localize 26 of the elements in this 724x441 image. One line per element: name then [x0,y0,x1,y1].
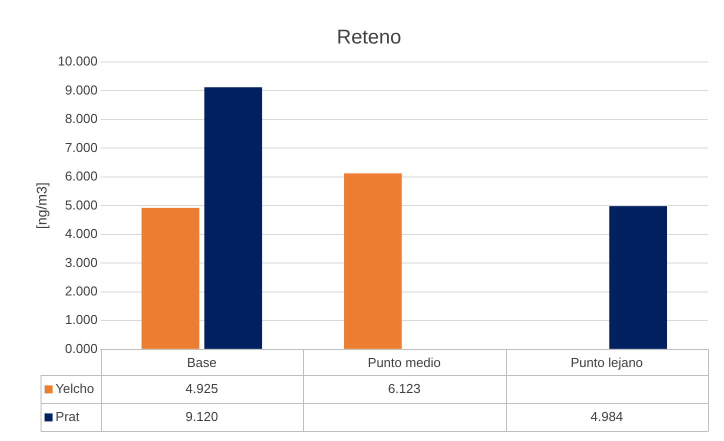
y-tick-label: 2.000 [65,284,98,298]
legend-label: Prat [56,408,80,424]
y-tick-label: 10.000 [58,54,98,69]
x-tick-label: Base [186,354,217,370]
bar [344,173,402,349]
chart-title: Reteno [336,26,402,49]
bar [609,206,668,349]
y-tick-label: 4.000 [65,226,98,242]
data-label: 4.984 [590,408,624,424]
y-tick-label: 9.000 [65,82,98,98]
y-tick-label: 8.000 [65,111,98,126]
y-axis-title: [ng/m3] [33,182,50,230]
data-label: 4.925 [186,380,218,396]
y-tick-label: 5.000 [65,197,98,212]
y-tick-label: 0.000 [65,340,98,356]
data-label: 6.123 [388,380,421,396]
legend-label: Yelcho [56,380,94,396]
data-label: 9.120 [186,408,218,424]
x-tick-label: Punto medio [368,354,441,370]
y-tick-label: 7.000 [65,140,98,155]
y-tick-label: 3.000 [65,254,98,270]
y-tick-label: 1.000 [65,312,98,328]
bar [142,208,200,349]
bar [204,87,262,349]
y-tick-label: 6.000 [65,168,98,184]
x-tick-label: Punto lejano [570,354,643,370]
